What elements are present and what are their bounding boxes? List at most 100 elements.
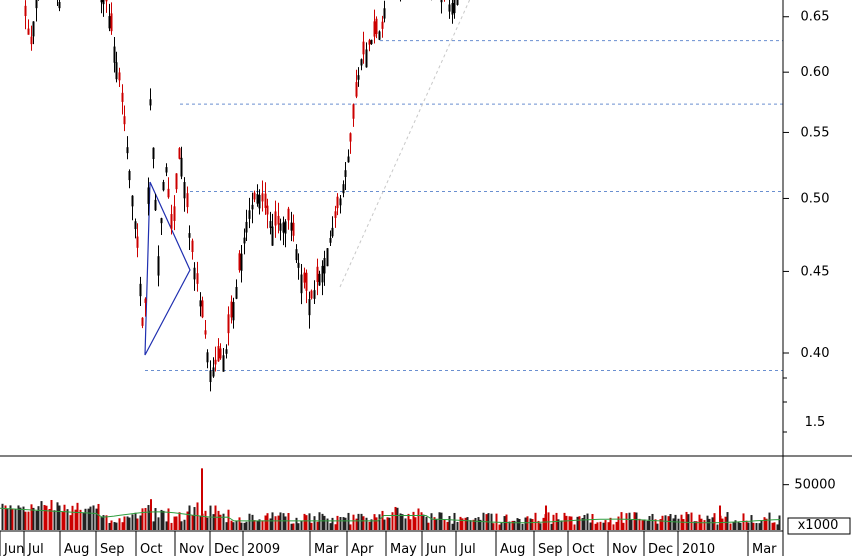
volume-bar (420, 512, 423, 530)
volume-bar (290, 523, 293, 530)
volume-bar (334, 524, 337, 530)
candle-body (290, 222, 293, 231)
volume-bar (758, 523, 761, 530)
volume-bar (1, 503, 4, 530)
candle-body (191, 240, 194, 252)
volume-bar (14, 508, 17, 530)
candle-body (232, 302, 235, 321)
candle-body (173, 206, 176, 221)
volume-bar (547, 512, 550, 530)
volume-bar (292, 523, 295, 530)
volume-bar (188, 505, 191, 530)
candle-body (30, 36, 33, 45)
volume-bar (633, 512, 636, 530)
volume-bar (594, 523, 597, 530)
candle-body (383, 8, 386, 19)
month-label-2: Aug (64, 542, 89, 556)
volume-bar (747, 522, 750, 530)
volume-bar (394, 506, 397, 530)
volume-bar (492, 523, 495, 530)
volume-bar (768, 512, 771, 530)
volume-bar (269, 518, 272, 530)
volume-bar (651, 513, 654, 530)
volume-bar (589, 522, 592, 530)
volume-bar (474, 517, 477, 530)
volume-bar (336, 515, 339, 530)
volume-bar (695, 521, 698, 530)
candle-body (222, 355, 225, 372)
volume-bar (534, 512, 537, 530)
volume-bar (524, 517, 527, 530)
volume-bar (206, 517, 209, 530)
volume-bar (453, 512, 456, 530)
volume-bar (89, 506, 92, 530)
volume-bar (573, 524, 576, 530)
volume-bar (368, 521, 371, 530)
volume-bar (167, 508, 170, 530)
volume-bar (342, 517, 345, 530)
candle-body (274, 211, 277, 226)
volume-bar (108, 522, 111, 530)
candle-body (141, 317, 144, 326)
candle-body (303, 272, 306, 283)
volume-bar (230, 520, 233, 530)
volume-bar (461, 518, 464, 530)
candle-body (318, 273, 321, 286)
volume-bar (71, 505, 74, 530)
volume-bar (425, 516, 428, 530)
candle-body (58, 1, 61, 9)
volume-bar (378, 514, 381, 530)
volume-bar (186, 511, 189, 530)
volume-bar (646, 520, 649, 530)
candle-body (453, 0, 456, 14)
candle-body (261, 193, 264, 202)
volume-bar (43, 505, 46, 530)
volume-bar (48, 508, 51, 530)
volume-spike-0 (150, 499, 152, 530)
volume-bar (331, 517, 334, 530)
candle-body (110, 13, 113, 32)
volume-bar (690, 512, 693, 530)
candle-body (297, 262, 300, 268)
volume-bar (287, 513, 290, 530)
candle-body (253, 192, 256, 200)
volume-bar (427, 522, 430, 530)
volume-bar (113, 522, 116, 530)
volume-bar (217, 510, 220, 530)
volume-bar (667, 516, 670, 530)
month-label-14: Sep (538, 542, 563, 556)
volume-bar (500, 522, 503, 530)
month-label-7: 2009 (247, 542, 280, 556)
volume-bar (323, 515, 326, 530)
candle-body (365, 49, 368, 68)
volume-bar (578, 516, 581, 530)
candle-body (105, 0, 108, 2)
volume-bar (516, 518, 519, 530)
candle-body (24, 5, 27, 17)
volume-bar (734, 520, 737, 530)
candle-body (258, 194, 261, 209)
volume-bar (300, 520, 303, 530)
candle-body (144, 298, 147, 303)
candle-body (131, 195, 134, 207)
volume-bar (752, 522, 755, 530)
volume-bar (708, 518, 711, 530)
volume-bar (79, 509, 82, 530)
volume-bar (568, 516, 571, 530)
price-tick-label-0.40: 0.40 (801, 346, 830, 361)
volume-bar (760, 520, 763, 530)
volume-bar (357, 513, 360, 530)
candle-body (123, 116, 126, 125)
volume-bar (131, 514, 134, 530)
candle-body (238, 253, 241, 271)
volume-axis: 50000 x1000 (783, 478, 851, 535)
volume-bar (677, 518, 680, 530)
volume-bar (635, 512, 638, 530)
candle-body (160, 218, 163, 224)
volume-bar (446, 521, 449, 530)
candle-body (118, 72, 121, 81)
volume-bar (50, 499, 53, 530)
volume-bar (703, 520, 706, 530)
volume-bar (763, 517, 766, 530)
